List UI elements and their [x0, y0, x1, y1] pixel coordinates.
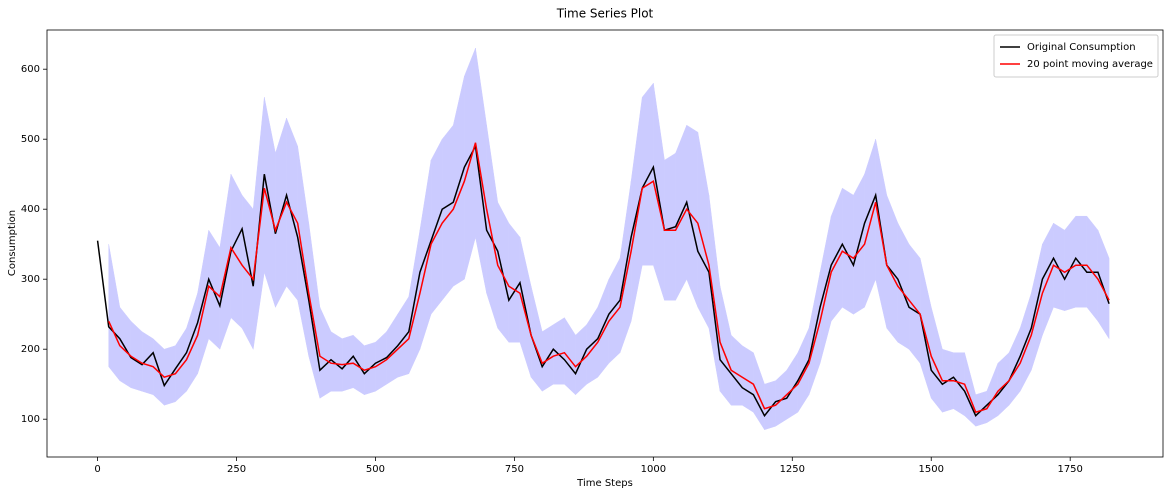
band-segment [786, 351, 799, 420]
y-tick-label: 500 [21, 134, 40, 145]
band-segment [186, 293, 198, 393]
legend-label: 20 point moving average [1027, 59, 1153, 70]
x-tick-label: 0 [94, 464, 100, 475]
band-segment [753, 352, 765, 431]
y-tick-label: 100 [21, 414, 40, 425]
band-segment [1064, 215, 1076, 312]
band-segment [730, 334, 743, 406]
band-segment [1086, 215, 1099, 322]
band-segment [1031, 244, 1043, 371]
band-segment [286, 118, 298, 301]
x-tick-label: 1500 [919, 464, 944, 475]
series-line [108, 142, 1110, 414]
band-segment [630, 97, 643, 322]
band-segment [141, 331, 154, 396]
band-segment [441, 124, 454, 301]
y-tick-label: 300 [21, 274, 40, 285]
band-segment [1097, 230, 1110, 340]
band-segment [475, 48, 487, 294]
band-segment [842, 187, 854, 315]
plot-frame [46, 29, 1164, 458]
x-tick-label: 500 [366, 464, 385, 475]
band-segment [664, 152, 676, 301]
band-segment [1053, 222, 1065, 312]
band-segment [219, 174, 232, 350]
band-segment [564, 316, 576, 396]
band-segment [486, 125, 498, 329]
band-segment [108, 244, 121, 382]
band-segment [175, 327, 187, 403]
legend-label: Original Consumption [1027, 42, 1136, 53]
band-segment [908, 243, 921, 364]
band-segment [641, 82, 654, 266]
band-segment [742, 345, 754, 413]
band-segment [997, 352, 1010, 417]
series-line [96, 143, 1110, 418]
band-segment [397, 295, 410, 378]
y-tick-label: 600 [21, 64, 40, 75]
band-segment [708, 195, 721, 392]
band-segment [819, 216, 832, 364]
band-segment [330, 331, 343, 392]
x-tick-label: 1250 [780, 464, 805, 475]
band-segment [508, 222, 521, 343]
band-segment [586, 306, 599, 385]
y-tick-label: 200 [21, 344, 40, 355]
band-segment [297, 146, 310, 357]
band-segment [375, 331, 387, 392]
x-tick-label: 1000 [641, 464, 666, 475]
band-segment [919, 258, 932, 399]
band-segment [208, 229, 221, 350]
band-segment [530, 286, 543, 392]
band-segment [130, 320, 143, 392]
band-segment [230, 174, 243, 329]
band-segment [775, 369, 787, 427]
band-segment [319, 307, 332, 399]
x-tick-label: 750 [505, 464, 524, 475]
band-segment [608, 258, 621, 364]
band-segment [886, 195, 899, 343]
chart-title: Time Series Plot [556, 7, 654, 21]
band-segment [986, 363, 999, 424]
x-axis-label: Time Steps [576, 478, 633, 489]
band-segment [453, 76, 465, 287]
x-tick-label: 1750 [1057, 464, 1082, 475]
y-axis-label: Consumption [7, 210, 18, 276]
y-tick-label: 400 [21, 204, 40, 215]
band-segment [1075, 215, 1088, 308]
band-segment [897, 223, 910, 350]
band-segment [653, 83, 665, 301]
x-tick-label: 250 [227, 464, 246, 475]
band-segment [386, 313, 398, 385]
band-segment [553, 317, 565, 385]
band-segment [497, 202, 510, 343]
legend-box [993, 34, 1159, 78]
